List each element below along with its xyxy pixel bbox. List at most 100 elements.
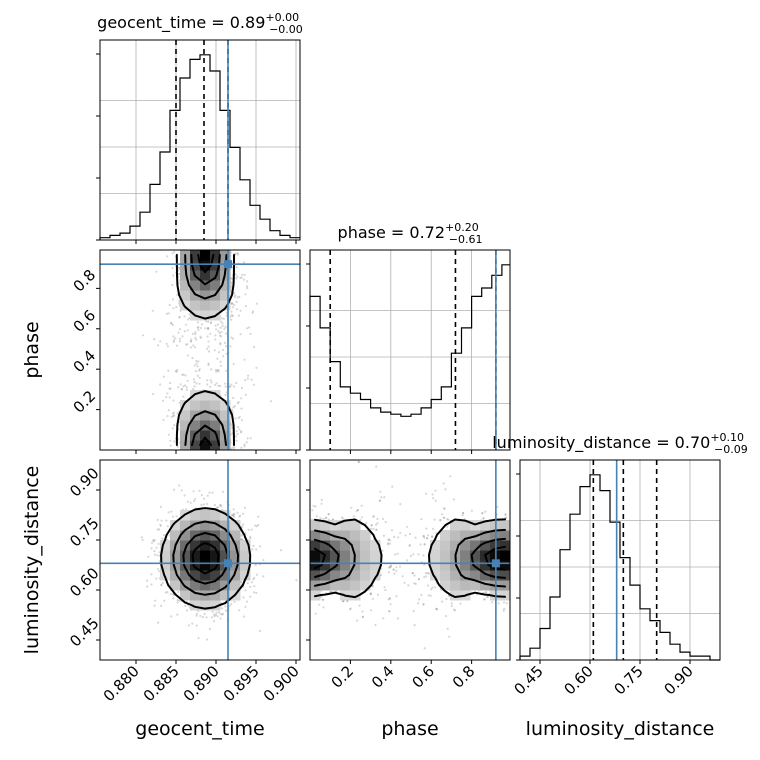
scatter-point [174, 370, 177, 373]
scatter-point [166, 525, 169, 528]
scatter-point [441, 600, 444, 603]
scatter-point [156, 567, 160, 571]
density-cell [200, 540, 211, 551]
scatter-point [154, 599, 157, 602]
scatter-point [408, 532, 412, 536]
scatter-point [213, 504, 216, 507]
scatter-point [393, 535, 396, 539]
scatter-point [243, 506, 246, 509]
scatter-point [243, 615, 246, 618]
scatter-point [208, 350, 211, 353]
scatter-point [350, 506, 353, 509]
scatter-point [252, 310, 255, 313]
density-cell [180, 540, 191, 551]
scatter-point [376, 517, 379, 521]
scatter-point [230, 424, 233, 427]
panel-content [100, 250, 300, 450]
scatter-point [157, 621, 160, 624]
scatter-point [431, 493, 434, 496]
scatter-point [375, 465, 378, 468]
scatter-point [503, 607, 506, 611]
panel-geocent_time-vs-phase [100, 250, 300, 450]
scatter-point [192, 344, 195, 347]
scatter-point [232, 396, 235, 400]
scatter-point [190, 338, 193, 341]
scatter-point [262, 559, 265, 562]
density-cell [170, 550, 181, 561]
scatter-point [243, 273, 246, 277]
scatter-point [216, 615, 219, 618]
scatter-point [452, 608, 456, 611]
scatter-point [218, 331, 221, 334]
scatter-point [189, 340, 192, 343]
scatter-point [205, 320, 208, 323]
scatter-point [398, 565, 402, 568]
scatter-point [427, 594, 430, 597]
scatter-point [356, 508, 359, 512]
density-cell [200, 270, 211, 281]
scatter-point [208, 627, 211, 631]
density-cell [190, 510, 201, 521]
scatter-point [162, 534, 166, 537]
scatter-point [206, 494, 209, 497]
scatter-point [414, 582, 417, 586]
scatter-point [228, 385, 232, 388]
scatter-point [441, 513, 444, 516]
scatter-point [167, 433, 170, 436]
scatter-point [206, 502, 209, 505]
scatter-point [192, 490, 195, 493]
scatter-point [207, 363, 210, 366]
scatter-point [146, 579, 149, 582]
scatter-point [505, 516, 508, 519]
scatter-point [244, 305, 247, 308]
scatter-point [178, 484, 181, 487]
scatter-point [224, 345, 228, 348]
scatter-point [419, 543, 422, 546]
density-cell [210, 550, 221, 561]
scatter-point [504, 513, 507, 516]
density-cell [190, 540, 201, 551]
scatter-point [183, 330, 186, 333]
density-cell [200, 580, 211, 591]
scatter-point [168, 387, 171, 390]
scatter-point [221, 322, 224, 325]
scatter-point [218, 611, 221, 614]
scatter-point [178, 315, 181, 318]
scatter-point [222, 490, 225, 493]
density-cell [240, 550, 251, 561]
scatter-point [399, 503, 402, 506]
scatter-point [176, 369, 179, 372]
scatter-point [164, 591, 167, 594]
scatter-point [417, 602, 420, 605]
scatter-point [209, 385, 212, 388]
scatter-point [429, 594, 432, 597]
scatter-point [236, 432, 239, 435]
scatter-point [169, 387, 172, 390]
scatter-point [391, 485, 394, 488]
scatter-point [414, 536, 417, 539]
density-cell [210, 520, 221, 531]
scatter-point [207, 320, 210, 323]
scatter-point [231, 514, 234, 517]
scatter-point [172, 340, 175, 343]
truth-marker [224, 559, 232, 568]
scatter-point [150, 583, 153, 586]
scatter-point [199, 614, 202, 618]
scatter-point [442, 482, 445, 485]
scatter-point [235, 430, 238, 433]
scatter-point [322, 606, 325, 609]
density-cell [200, 570, 211, 581]
scatter-point [214, 383, 217, 386]
scatter-point [207, 362, 210, 365]
scatter-point [157, 542, 160, 546]
scatter-point [214, 328, 218, 331]
density-cell [210, 440, 221, 450]
scatter-point [407, 584, 410, 587]
scatter-point [459, 602, 462, 605]
density-cell [220, 290, 231, 301]
scatter-point [249, 585, 252, 589]
scatter-point [244, 605, 247, 609]
scatter-point [179, 383, 182, 386]
density-cell [220, 300, 231, 311]
scatter-point [425, 492, 428, 495]
